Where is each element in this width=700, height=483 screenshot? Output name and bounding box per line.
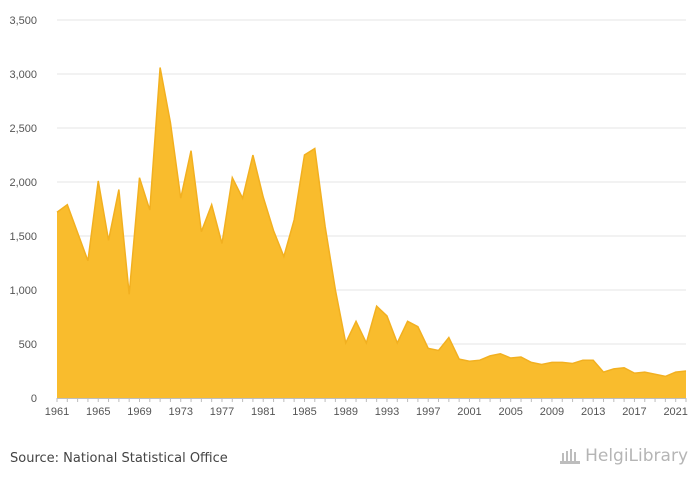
- y-tick-label: 3,500: [9, 15, 37, 27]
- x-tick-label: 1973: [168, 406, 192, 418]
- x-tick-label: 2017: [622, 406, 646, 418]
- x-tick-label: 2001: [457, 406, 481, 418]
- x-tick-label: 1977: [210, 406, 234, 418]
- area-fill: [57, 67, 686, 399]
- x-tick-label: 1985: [292, 406, 316, 418]
- x-tick-label: 1993: [375, 406, 399, 418]
- brand-logo: HelgiLibrary: [559, 446, 688, 466]
- x-tick-label: 1965: [86, 406, 110, 418]
- area-series: [56, 67, 687, 399]
- y-tick-label: 500: [19, 339, 37, 351]
- x-tick-label: 1961: [45, 406, 69, 418]
- y-tick-label: 1,000: [9, 285, 37, 297]
- y-tick-label: 3,000: [9, 69, 37, 81]
- brand-name: HelgiLibrary: [585, 446, 688, 466]
- x-tick-label: 2009: [540, 406, 564, 418]
- source-note: Source: National Statistical Office: [10, 451, 228, 466]
- x-tick-label: 2005: [498, 406, 522, 418]
- x-tick-label: 1981: [251, 406, 275, 418]
- x-axis: 1961 1965 1969 1973 1977 1981 1985 1989 1993 1997…: [45, 398, 688, 418]
- library-building-icon: [560, 449, 581, 464]
- x-tick-label: 2021: [663, 406, 687, 418]
- x-tick-label: 1997: [416, 406, 440, 418]
- y-axis: 0 500 1,000 1,500 2,000 2,500 3,000 3,500: [9, 15, 37, 405]
- series-line: [56, 67, 687, 378]
- y-tick-label: 2,000: [9, 177, 37, 189]
- x-tick-label: 2013: [581, 406, 605, 418]
- x-tick-label: 1989: [333, 406, 357, 418]
- y-tick-label: 0: [31, 393, 37, 405]
- x-tick-label: 1969: [127, 406, 151, 418]
- y-tick-label: 1,500: [9, 231, 37, 243]
- y-tick-label: 2,500: [9, 123, 37, 135]
